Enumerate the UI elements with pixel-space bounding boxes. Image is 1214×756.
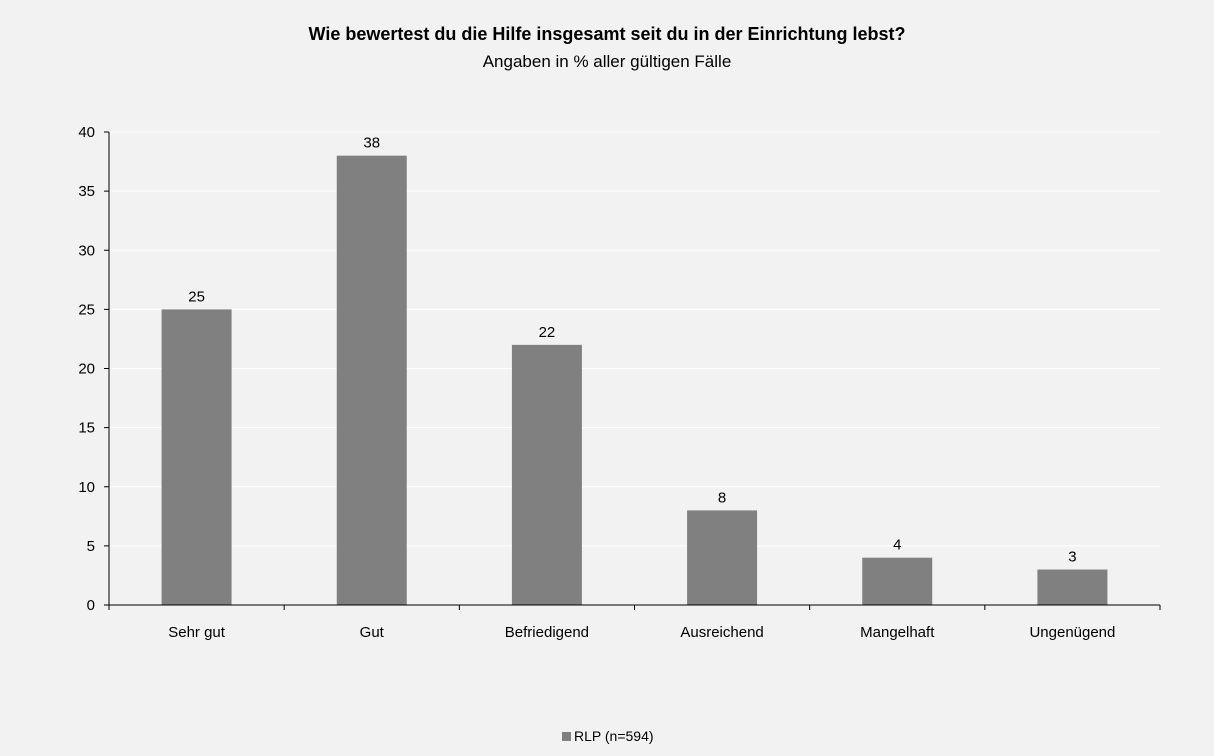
bars bbox=[161, 155, 1108, 605]
data-label: 22 bbox=[539, 324, 556, 341]
legend: RLP (n=594) bbox=[562, 728, 654, 744]
y-tick-label: 0 bbox=[87, 597, 95, 614]
data-label: 4 bbox=[893, 537, 901, 554]
data-label: 3 bbox=[1068, 549, 1076, 566]
y-tick-label: 25 bbox=[78, 301, 95, 318]
x-category-label: Gut bbox=[360, 624, 385, 641]
data-label: 25 bbox=[188, 288, 205, 305]
chart-subtitle: Angaben in % aller gültigen Fälle bbox=[483, 52, 732, 71]
bar bbox=[511, 344, 582, 605]
legend-swatch bbox=[562, 732, 571, 741]
bar bbox=[336, 155, 407, 605]
bar bbox=[161, 309, 232, 605]
bar bbox=[1037, 569, 1108, 605]
x-category-label: Mangelhaft bbox=[860, 624, 935, 641]
x-category-label: Ausreichend bbox=[680, 624, 763, 641]
y-tick-label: 15 bbox=[78, 420, 95, 437]
y-tick-label: 5 bbox=[87, 538, 95, 555]
y-tick-label: 20 bbox=[78, 361, 95, 378]
axes: 0 5 10 15 20 25 30 35 40 Sehr gut Gut Befriedigend A… bbox=[78, 124, 1161, 641]
y-tick-label: 30 bbox=[78, 242, 95, 259]
y-tick-label: 35 bbox=[78, 183, 95, 200]
bar bbox=[687, 510, 758, 605]
x-category-label: Befriedigend bbox=[505, 624, 589, 641]
x-category-label: Sehr gut bbox=[168, 624, 226, 641]
data-label: 38 bbox=[363, 135, 380, 152]
data-label: 8 bbox=[718, 489, 726, 506]
legend-label: RLP (n=594) bbox=[574, 728, 654, 744]
y-tick-label: 10 bbox=[78, 479, 95, 496]
y-tick-label: 40 bbox=[78, 124, 95, 141]
chart-title: Wie bewertest du die Hilfe insgesamt sei… bbox=[309, 24, 906, 44]
data-labels: 25 38 22 8 4 3 bbox=[188, 135, 1076, 566]
bar bbox=[862, 557, 933, 605]
gridlines bbox=[109, 131, 1160, 547]
x-category-label: Ungenügend bbox=[1029, 624, 1115, 641]
